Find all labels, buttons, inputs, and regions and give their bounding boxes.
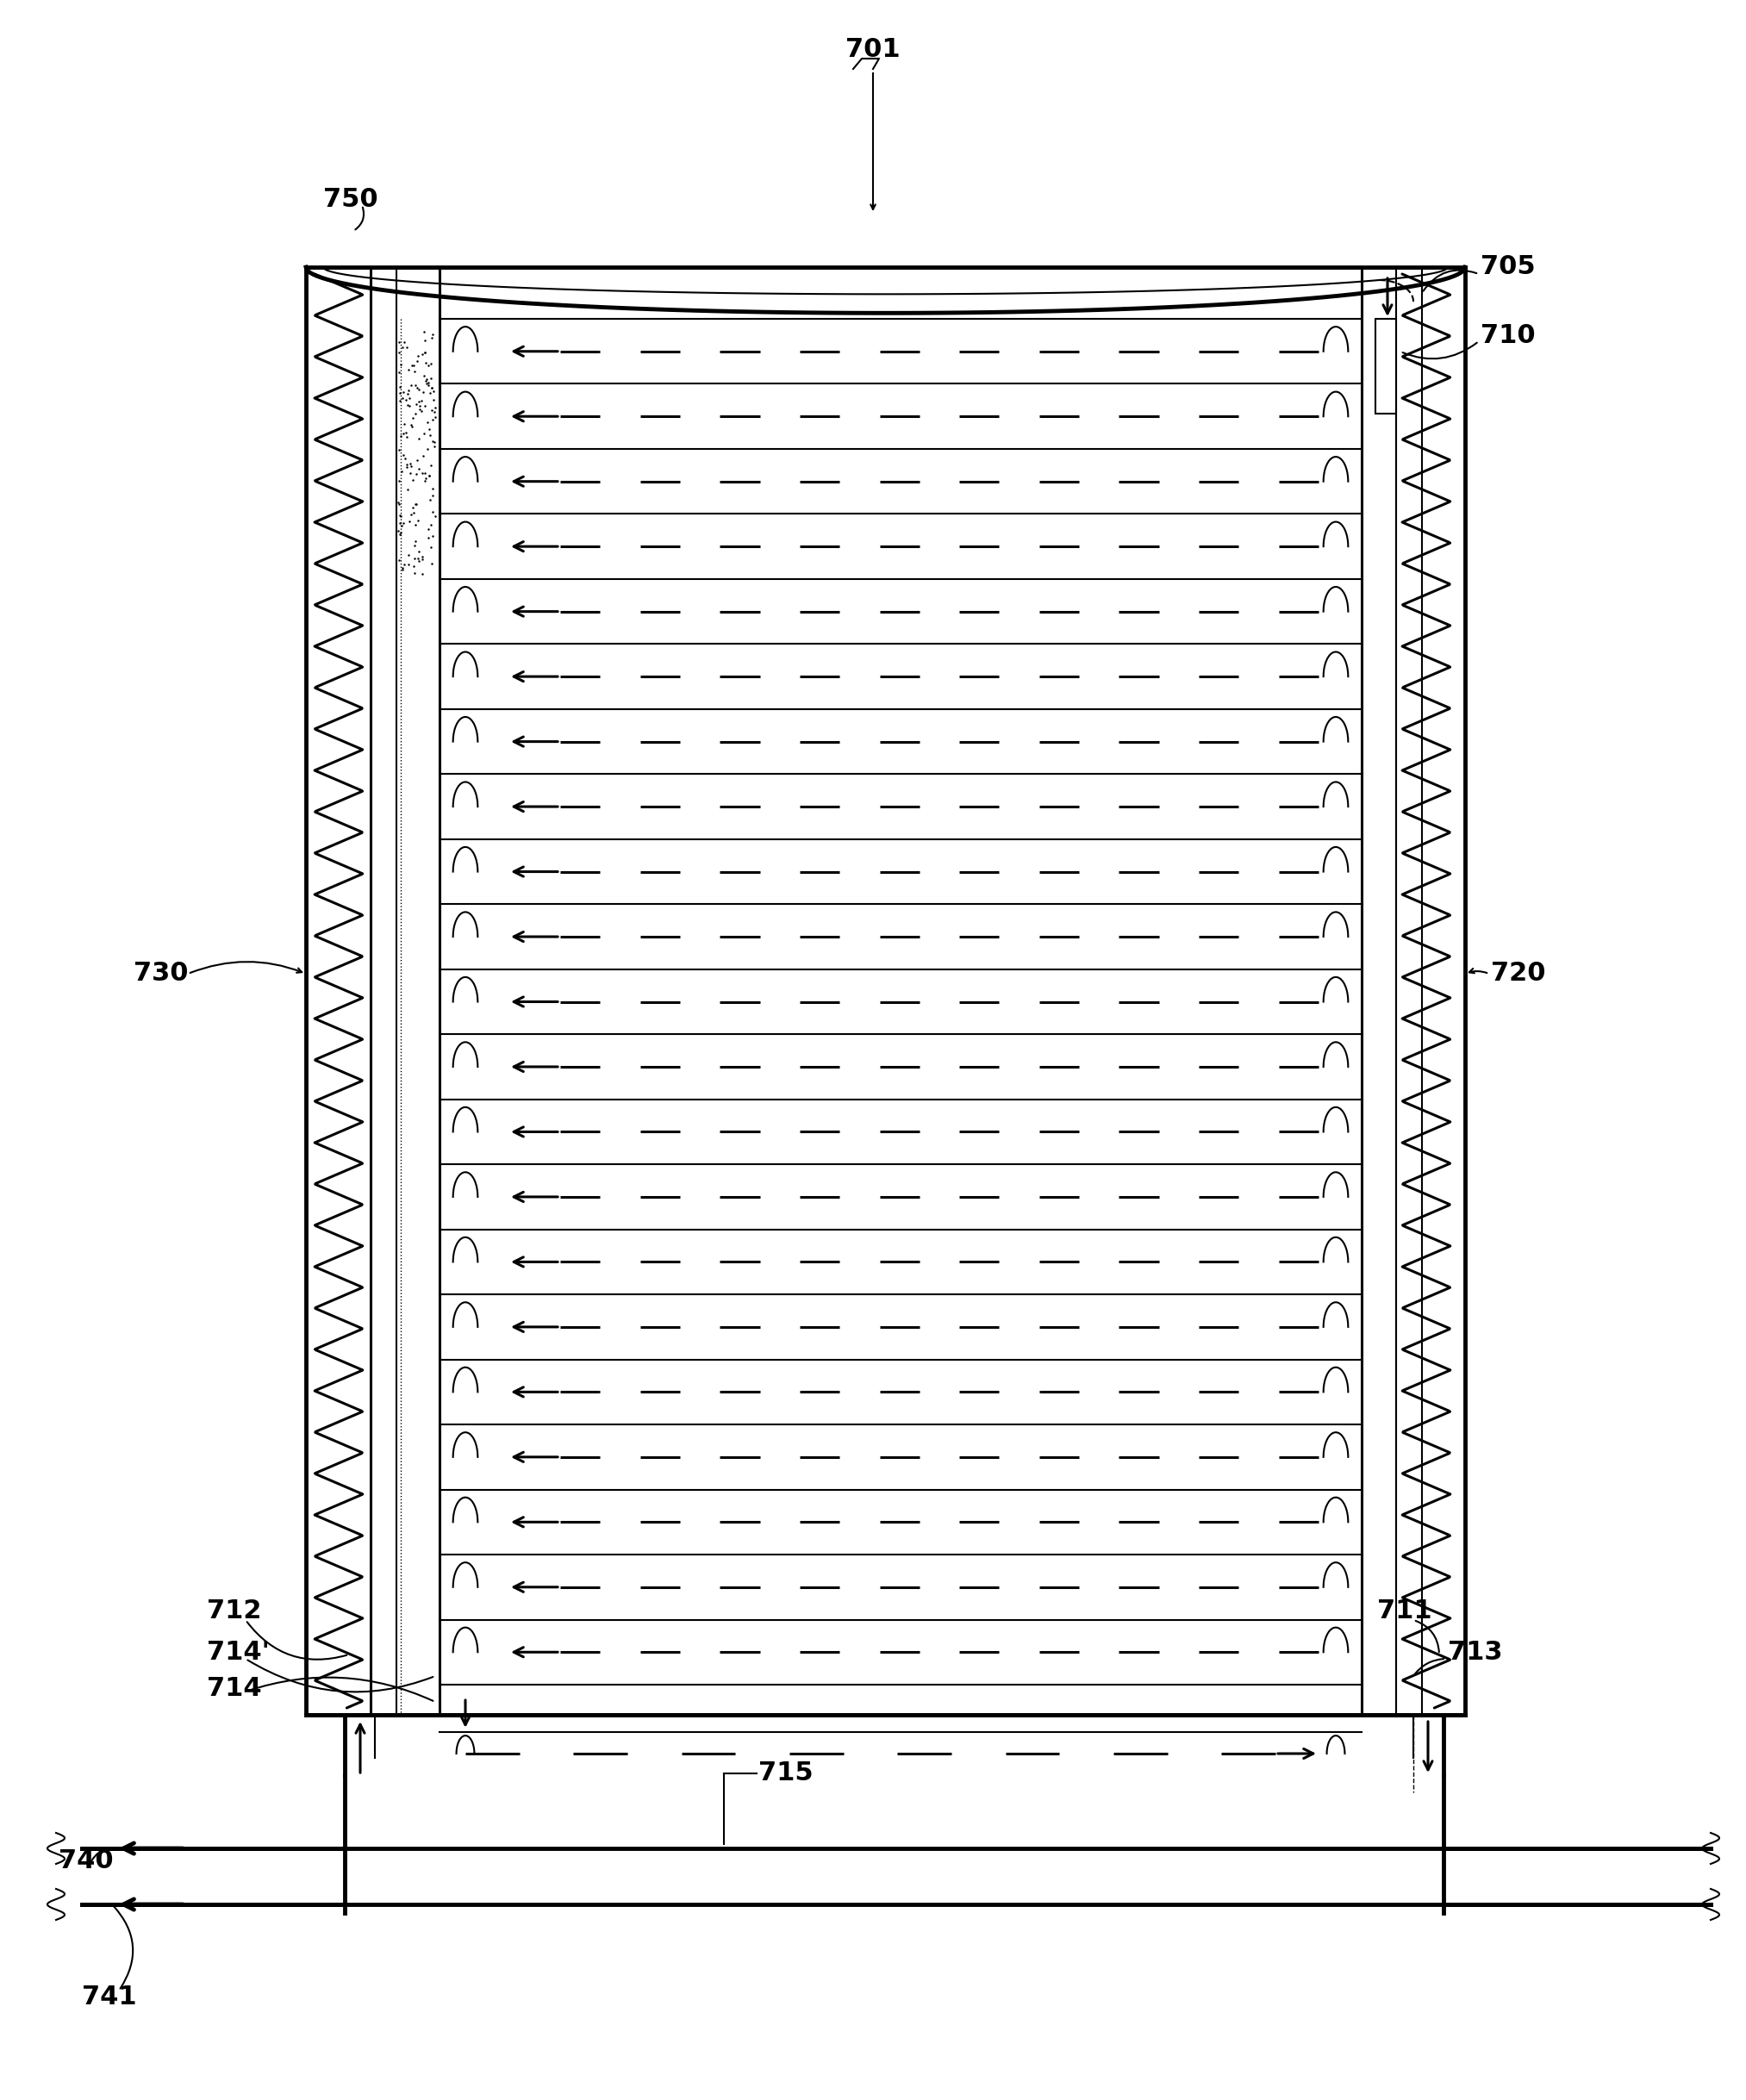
Text: 711: 711 xyxy=(1378,1598,1432,1623)
Text: 701: 701 xyxy=(845,38,901,63)
Text: 715: 715 xyxy=(758,1762,814,1785)
Text: 720: 720 xyxy=(1491,962,1545,987)
Text: 713: 713 xyxy=(1447,1640,1503,1665)
Text: 740: 740 xyxy=(59,1848,113,1873)
Bar xyxy=(1376,319,1397,414)
Text: 712: 712 xyxy=(206,1598,262,1623)
Text: 730: 730 xyxy=(134,962,189,987)
Text: 750: 750 xyxy=(323,187,377,212)
Text: 714': 714' xyxy=(206,1640,269,1665)
Text: 705: 705 xyxy=(1481,254,1535,279)
Text: 710: 710 xyxy=(1481,323,1535,349)
Text: 714: 714 xyxy=(206,1676,262,1701)
Text: 741: 741 xyxy=(82,1984,136,2010)
